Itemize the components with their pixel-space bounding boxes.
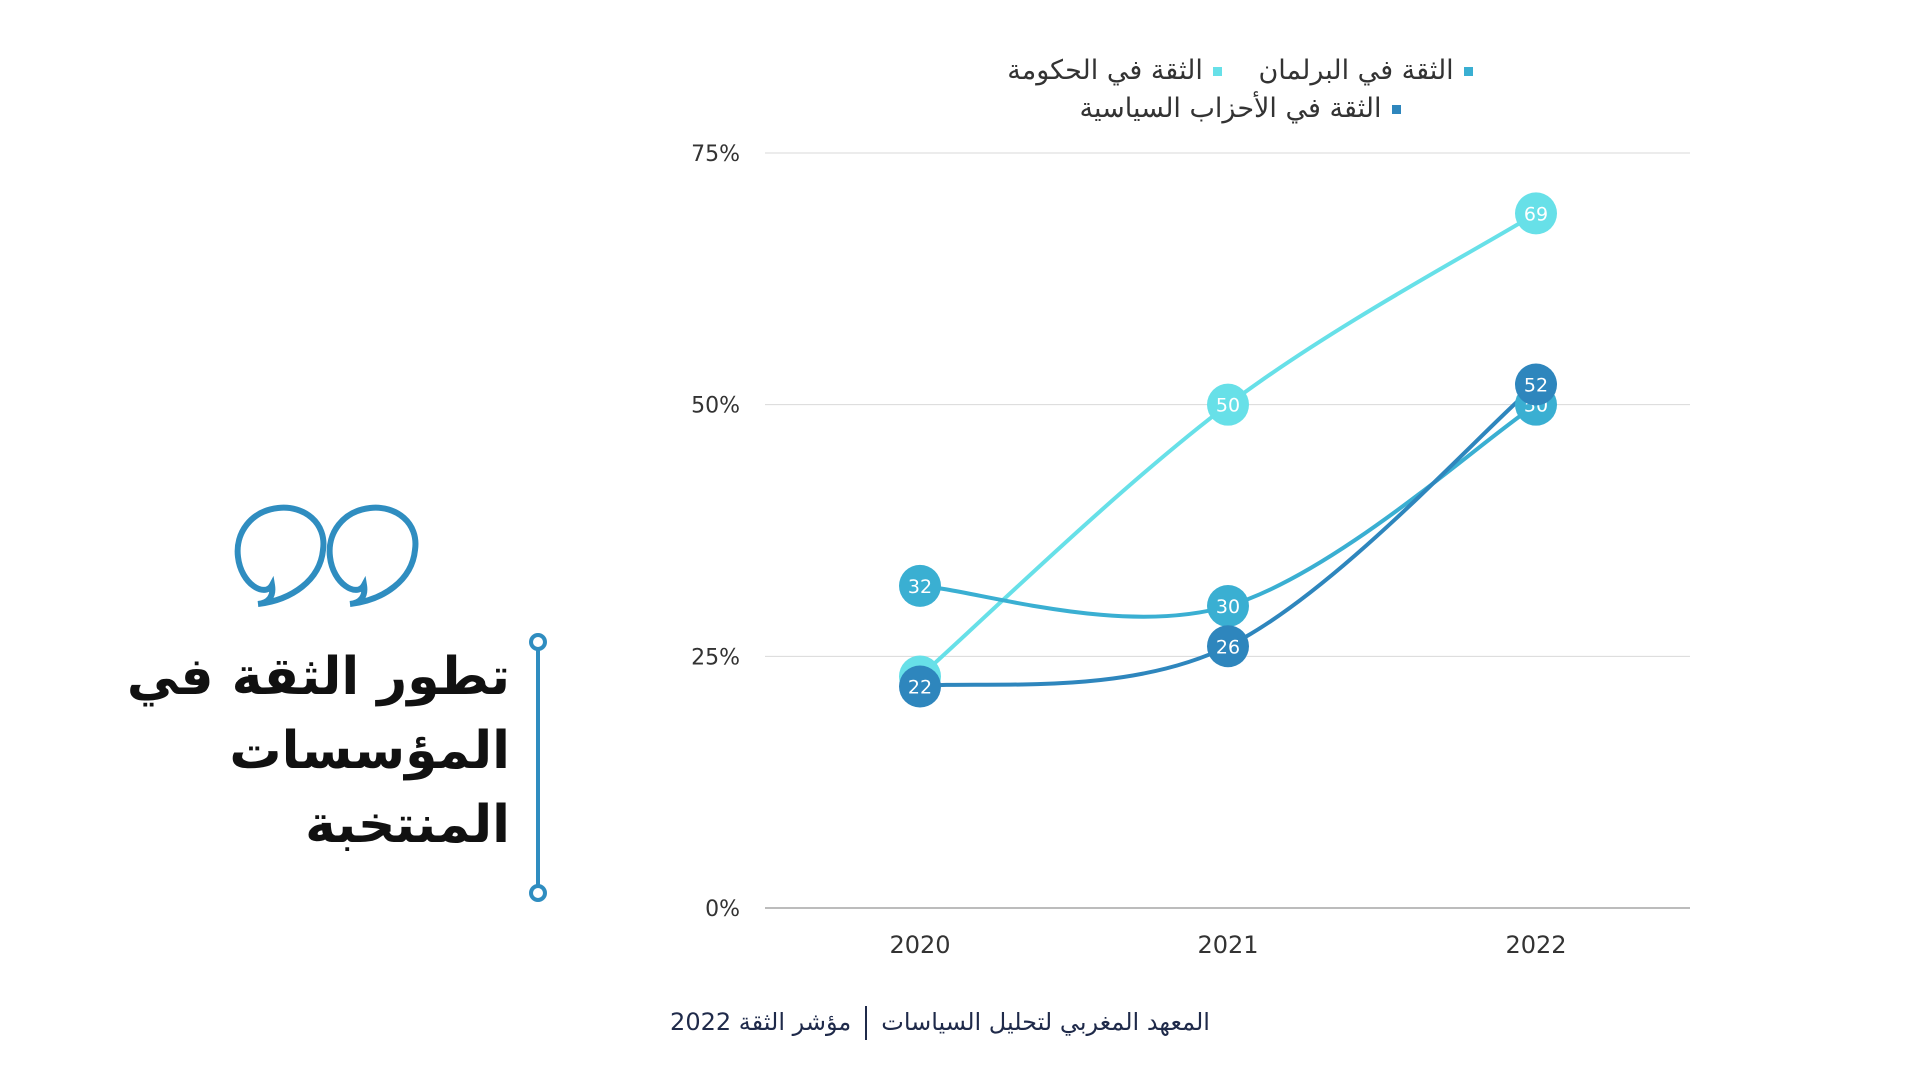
legend-label-government: الثقة في الحكومة <box>1007 55 1203 86</box>
series-line-parliament <box>918 402 1538 619</box>
data-label-parliament: 32 <box>908 576 932 598</box>
data-point-parties <box>1207 625 1249 668</box>
y-axis-ticks: 0% 25% 50% 75% <box>691 142 740 922</box>
data-point-parties <box>899 665 941 708</box>
x-tick-label: 2021 <box>1197 931 1258 959</box>
quote-icon <box>234 504 419 607</box>
data-point-parliament <box>899 564 941 607</box>
data-label-government: 69 <box>1524 203 1548 225</box>
footer-report: مؤشر الثقة 2022 <box>670 1008 852 1036</box>
title-divider <box>529 633 547 902</box>
data-label-parties: 52 <box>1524 375 1548 397</box>
chart-legend: الثقة في البرلمان الثقة في الحكومة الثقة… <box>860 52 1620 128</box>
y-tick-label: 50% <box>691 394 740 419</box>
data-point-parties <box>1515 363 1557 406</box>
footer-institution: المعهد المغربي لتحليل السياسات <box>881 1008 1210 1036</box>
legend-item-government: الثقة في الحكومة <box>1007 52 1222 90</box>
legend-swatch-parties <box>1391 105 1401 114</box>
legend-row-1: الثقة في البرلمان الثقة في الحكومة <box>860 52 1620 90</box>
data-label-government: 50 <box>1216 395 1240 417</box>
legend-item-parliament: الثقة في البرلمان <box>1258 52 1473 90</box>
legend-swatch-parliament <box>1463 67 1473 76</box>
legend-label-parliament: الثقة في البرلمان <box>1258 55 1454 86</box>
gridlines <box>765 152 1690 909</box>
legend-label-parties: الثقة في الأحزاب السياسية <box>1079 93 1382 124</box>
x-tick-label: 2022 <box>1505 931 1566 959</box>
data-point-government <box>1515 192 1557 235</box>
footer: المعهد المغربي لتحليل السياسات مؤشر الثقة… <box>560 1006 1320 1040</box>
data-point-government <box>1207 383 1249 426</box>
data-point-parliament <box>1207 585 1249 627</box>
title-line-1: تطور الثقة في <box>126 647 510 707</box>
legend-item-parties: الثقة في الأحزاب السياسية <box>1079 90 1401 128</box>
data-label-parliament: 30 <box>1216 596 1240 618</box>
y-tick-label: 75% <box>691 142 740 167</box>
legend-swatch-government <box>1212 67 1222 76</box>
page-title: تطور الثقة في المؤسسات المنتخبة <box>100 640 510 862</box>
x-tick-label: 2020 <box>889 931 950 959</box>
y-tick-label: 25% <box>691 645 740 670</box>
title-line-3: المنتخبة <box>305 795 510 855</box>
y-tick-label: 0% <box>705 897 740 922</box>
legend-row-2: الثقة في الأحزاب السياسية <box>860 90 1620 128</box>
x-axis-ticks: 2020 2021 2022 <box>889 931 1566 959</box>
title-line-2: المؤسسات <box>229 721 510 781</box>
data-label-parties: 22 <box>908 677 932 699</box>
data-label-parties: 26 <box>1216 636 1240 658</box>
footer-separator <box>865 1006 868 1040</box>
